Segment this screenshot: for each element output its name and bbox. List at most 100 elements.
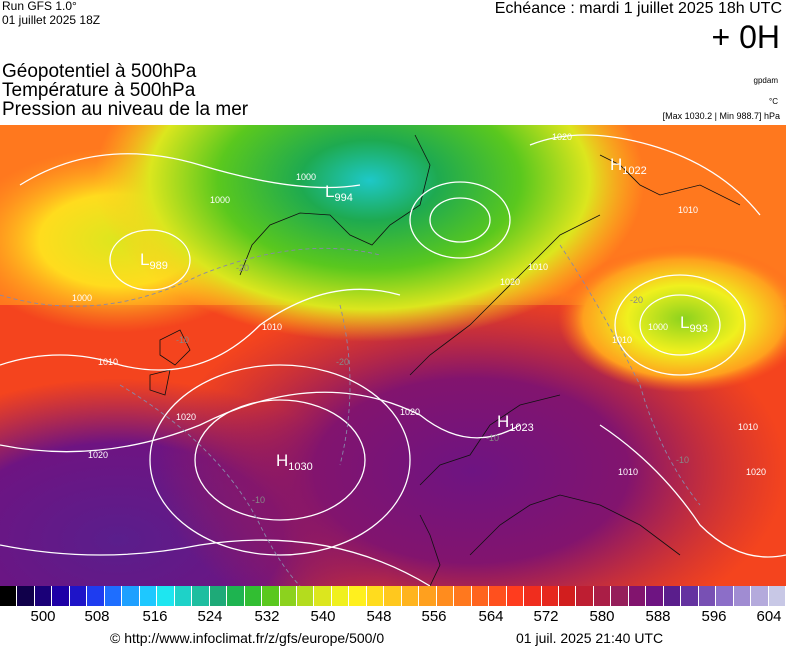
contour-label: 1020 bbox=[746, 467, 766, 477]
color-scale-swatch bbox=[698, 586, 717, 606]
temperature-contours bbox=[0, 244, 701, 586]
contour-label: 1010 bbox=[678, 205, 698, 215]
color-scale-swatch bbox=[454, 586, 472, 606]
scale-tick-label: 516 bbox=[142, 608, 168, 625]
contour-label: 1020 bbox=[88, 450, 108, 460]
layer-title-geopotential: Géopotentiel à 500hPa bbox=[2, 61, 197, 82]
layer-titles: Géopotentiel à 500hPa Température à 500h… bbox=[2, 62, 248, 119]
pressure-center-label: H1023 bbox=[497, 412, 534, 434]
isobars bbox=[0, 134, 786, 586]
color-scale-swatch bbox=[34, 586, 53, 606]
contour-label: 1000 bbox=[296, 172, 316, 182]
pressure-range: [Max 1030.2 | Min 988.7] hPa bbox=[662, 111, 780, 121]
color-scale-swatch bbox=[139, 586, 158, 606]
color-scale-swatch bbox=[559, 586, 577, 606]
color-scale-swatch bbox=[17, 586, 35, 606]
color-scale-swatch bbox=[209, 586, 228, 606]
color-scale-swatch bbox=[87, 586, 105, 606]
color-scale-swatch bbox=[506, 586, 525, 606]
contour-label: -20 bbox=[236, 263, 249, 273]
pressure-center-label: L994 bbox=[325, 182, 353, 204]
scale-tick-label: 588 bbox=[645, 608, 671, 625]
color-scale-swatch bbox=[733, 586, 752, 606]
color-scale-swatch bbox=[296, 586, 315, 606]
color-scale-swatch bbox=[227, 586, 245, 606]
contour-label: -10 bbox=[486, 433, 499, 443]
color-scale-swatch bbox=[69, 586, 88, 606]
layer-title-pressure: Pression au niveau de la mer bbox=[2, 99, 249, 120]
color-scale-swatch bbox=[593, 586, 612, 606]
color-scale-swatch bbox=[628, 586, 647, 606]
layer-title-temperature: Température à 500hPa bbox=[2, 80, 196, 101]
unit-geopotential: gpdam bbox=[753, 76, 778, 85]
scale-tick-label: 524 bbox=[197, 608, 223, 625]
contour-label: 1020 bbox=[176, 412, 196, 422]
color-scale-swatch bbox=[279, 586, 297, 606]
color-scale-swatch bbox=[122, 586, 140, 606]
scale-tick-label: 556 bbox=[421, 608, 447, 625]
scale-tick-label: 604 bbox=[756, 608, 782, 625]
color-scale-swatch bbox=[524, 586, 542, 606]
pressure-center-label: L989 bbox=[140, 250, 168, 272]
pressure-center-label: H1022 bbox=[610, 155, 647, 177]
contour-label: 1010 bbox=[262, 322, 282, 332]
color-scale-swatch bbox=[349, 586, 367, 606]
color-scale-swatch bbox=[104, 586, 123, 606]
color-scale-swatch bbox=[174, 586, 193, 606]
color-scale-swatch bbox=[262, 586, 280, 606]
color-scale-swatch bbox=[768, 586, 786, 606]
contour-label: 1000 bbox=[648, 322, 668, 332]
color-scale-swatch bbox=[716, 586, 734, 606]
run-date: 01 juillet 2025 18Z bbox=[2, 13, 101, 27]
forecast-offset: + 0H bbox=[711, 19, 780, 55]
scale-tick-label: 572 bbox=[533, 608, 559, 625]
pressure-centers: L994 L989 H1022 L993 H1023 H1030 bbox=[140, 155, 708, 473]
color-scale-swatch bbox=[663, 586, 682, 606]
pressure-center-label: L993 bbox=[680, 313, 708, 335]
color-scale-swatch bbox=[576, 586, 594, 606]
scale-tick-label: 540 bbox=[310, 608, 336, 625]
color-scale-swatch bbox=[419, 586, 437, 606]
color-scale-swatch bbox=[52, 586, 70, 606]
contour-label: 1010 bbox=[618, 467, 638, 477]
contour-labels: 1020 1000 1000 -20 1000 1010 1010 -10 10… bbox=[72, 132, 766, 505]
run-title: Run GFS 1.0° bbox=[2, 0, 77, 13]
contour-label: 1020 bbox=[552, 132, 572, 142]
color-scale-swatch bbox=[751, 586, 769, 606]
contour-label: 1010 bbox=[612, 335, 632, 345]
scale-tick-label: 532 bbox=[254, 608, 280, 625]
contour-label: -20 bbox=[630, 295, 643, 305]
color-scale-swatch bbox=[436, 586, 455, 606]
contour-label: -10 bbox=[252, 495, 265, 505]
contour-label: -20 bbox=[336, 357, 349, 367]
contour-label: 1010 bbox=[528, 262, 548, 272]
color-scale-swatch bbox=[366, 586, 385, 606]
generation-timestamp: 01 juil. 2025 21:40 UTC bbox=[516, 630, 664, 646]
color-scale-swatch bbox=[646, 586, 664, 606]
contour-label: 1020 bbox=[400, 407, 420, 417]
color-scale-swatch bbox=[244, 586, 263, 606]
contour-label: 1010 bbox=[738, 422, 758, 432]
color-scale-swatch bbox=[314, 586, 332, 606]
color-scale-swatch bbox=[384, 586, 402, 606]
contour-label: -10 bbox=[676, 455, 689, 465]
contour-label: -10 bbox=[176, 335, 189, 345]
scale-tick-label: 596 bbox=[701, 608, 727, 625]
color-scale-swatch bbox=[0, 586, 18, 606]
scale-tick-label: 500 bbox=[30, 608, 56, 625]
scale-tick-labels: 500 508 516 524 532 540 548 556 564 572 … bbox=[0, 608, 786, 628]
scale-tick-label: 508 bbox=[84, 608, 110, 625]
color-scale-swatch bbox=[192, 586, 210, 606]
color-scale-swatch bbox=[157, 586, 175, 606]
color-scale-swatch bbox=[489, 586, 507, 606]
pressure-center-label: H1030 bbox=[276, 451, 313, 473]
color-scale-swatch bbox=[401, 586, 420, 606]
scale-tick-label: 548 bbox=[366, 608, 392, 625]
contour-label: 1000 bbox=[72, 293, 92, 303]
scale-tick-label: 580 bbox=[589, 608, 615, 625]
contour-label: 1000 bbox=[210, 195, 230, 205]
scale-tick-label: 564 bbox=[478, 608, 504, 625]
contour-label: 1010 bbox=[98, 357, 118, 367]
color-scale-swatch bbox=[331, 586, 350, 606]
color-scale-swatch bbox=[611, 586, 629, 606]
